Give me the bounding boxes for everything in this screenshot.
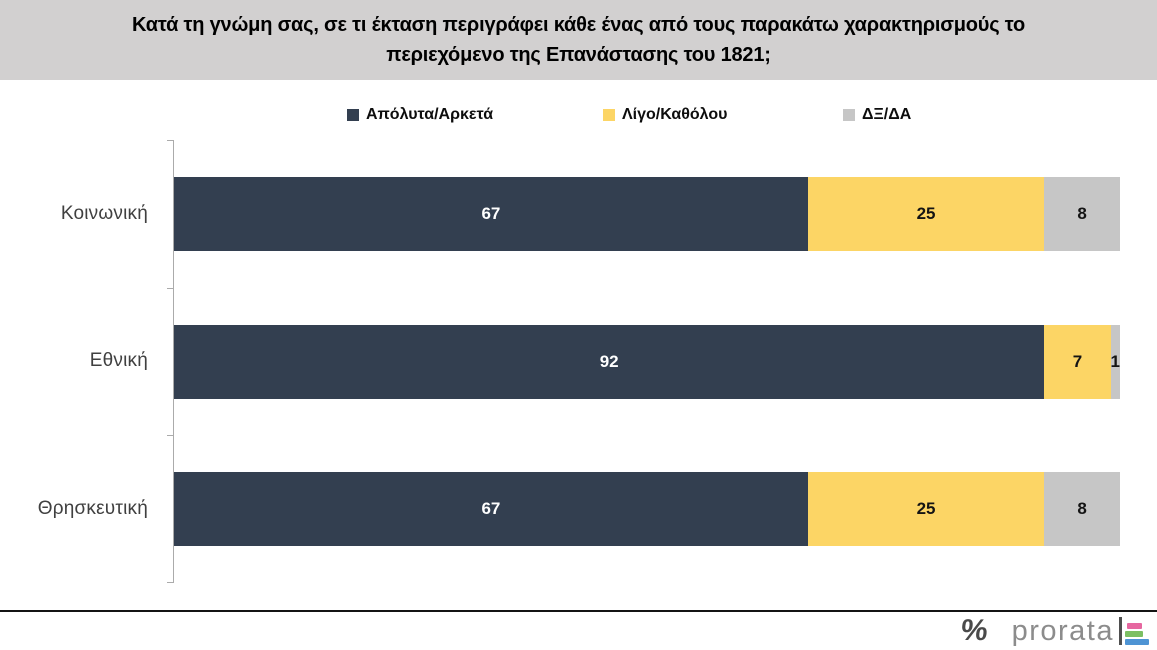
axis-tick bbox=[167, 288, 173, 289]
bar-value-label: 67 bbox=[481, 499, 501, 519]
logo-bar bbox=[1127, 623, 1142, 629]
bar-segment: 67 bbox=[174, 472, 808, 547]
bar-value-label: 7 bbox=[1072, 351, 1083, 371]
legend-label: ΔΞ/ΔΑ bbox=[862, 106, 912, 123]
bar-value-label: 8 bbox=[1077, 203, 1087, 223]
brand-name: prorata bbox=[1011, 614, 1114, 647]
legend-item: ΔΞ/ΔΑ bbox=[843, 102, 911, 128]
legend-item: Απόλυτα/Αρκετά bbox=[347, 102, 493, 128]
bars-area: 67 25 8 92 7 1 67 25 8 bbox=[174, 140, 1120, 583]
category-label: Κοινωνική bbox=[60, 202, 148, 224]
category-label: Θρησκευτική bbox=[37, 498, 148, 520]
bar-value-label: 67 bbox=[481, 203, 501, 223]
category-axis-line bbox=[173, 140, 174, 583]
axis-tick bbox=[167, 435, 173, 436]
logo-bar bbox=[1125, 639, 1149, 645]
chart-legend: Απόλυτα/Αρκετά Λίγο/Καθόλου ΔΞ/ΔΑ bbox=[0, 102, 1157, 128]
bar-segment: 25 bbox=[807, 176, 1045, 251]
bar-segment: 92 bbox=[174, 324, 1045, 399]
bar-value-label: 92 bbox=[599, 351, 619, 371]
bar-segment: 8 bbox=[1044, 176, 1120, 251]
bar-value-label: 8 bbox=[1077, 499, 1087, 519]
logo-bar bbox=[1125, 631, 1143, 637]
bar-row: 67 25 8 bbox=[174, 472, 1120, 547]
legend-item: Λίγο/Καθόλου bbox=[603, 102, 727, 128]
title-bar: Κατά τη γνώμη σας, σε τι έκταση περιγράφ… bbox=[0, 0, 1157, 80]
bar-segment: 25 bbox=[807, 472, 1045, 547]
category-labels: Κοινωνική Εθνική Θρησκευτική bbox=[0, 140, 160, 583]
bar-value-label: 25 bbox=[916, 203, 936, 223]
legend-label: Λίγο/Καθόλου bbox=[622, 106, 728, 123]
footer: % prorata bbox=[0, 610, 1157, 650]
legend-label: Απόλυτα/Αρκετά bbox=[366, 106, 494, 123]
axis-tick bbox=[167, 140, 173, 141]
chart-title: Κατά τη γνώμη σας, σε τι έκταση περιγράφ… bbox=[132, 14, 1025, 66]
bar-segment: 1 bbox=[1110, 324, 1120, 399]
logo-bars bbox=[1125, 619, 1149, 645]
bar-row: 67 25 8 bbox=[174, 176, 1120, 251]
legend-marker-icon bbox=[603, 109, 615, 121]
plot-area: Κοινωνική Εθνική Θρησκευτική 67 25 8 92 7 1 67 25… bbox=[0, 140, 1157, 583]
bar-value-label: 1 bbox=[1110, 351, 1120, 371]
percent-logo-icon: % bbox=[959, 614, 990, 647]
axis-tick bbox=[167, 582, 173, 583]
logo-axis-bar bbox=[1119, 617, 1122, 645]
bar-row: 92 7 1 bbox=[174, 324, 1120, 399]
bar-segment: 67 bbox=[174, 176, 808, 251]
legend-marker-icon bbox=[843, 109, 855, 121]
bar-value-label: 25 bbox=[916, 499, 936, 519]
legend-marker-icon bbox=[347, 109, 359, 121]
bar-segment: 7 bbox=[1044, 324, 1111, 399]
bar-chart-logo-icon bbox=[1119, 617, 1149, 645]
category-label: Εθνική bbox=[89, 350, 148, 372]
bar-segment: 8 bbox=[1044, 472, 1120, 547]
